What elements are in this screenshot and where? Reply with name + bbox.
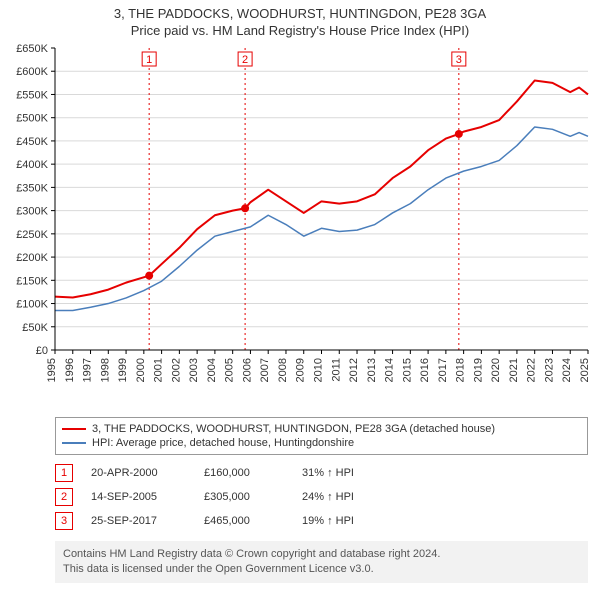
svg-text:2011: 2011 [330, 358, 342, 382]
svg-text:2015: 2015 [401, 358, 413, 382]
svg-text:2024: 2024 [561, 358, 573, 382]
svg-text:1997: 1997 [82, 358, 94, 382]
marker-price: £305,000 [204, 491, 284, 503]
svg-text:2008: 2008 [277, 358, 289, 382]
legend-swatch [62, 428, 86, 430]
svg-text:£100K: £100K [16, 299, 48, 311]
marker-price: £465,000 [204, 515, 284, 527]
chart-subtitle: Price paid vs. HM Land Registry's House … [0, 23, 600, 38]
legend: 3, THE PADDOCKS, WOODHURST, HUNTINGDON, … [55, 417, 588, 455]
svg-text:2018: 2018 [455, 358, 467, 382]
svg-text:2019: 2019 [472, 358, 484, 382]
svg-text:2021: 2021 [508, 358, 520, 382]
legend-item: 3, THE PADDOCKS, WOODHURST, HUNTINGDON, … [62, 422, 581, 436]
svg-text:2004: 2004 [206, 358, 218, 382]
svg-text:2016: 2016 [419, 358, 431, 382]
marker-date: 20-APR-2000 [91, 467, 186, 479]
chart-svg: £0 £50K £100K £150K £200K £250K £300K £350K £400… [0, 40, 600, 410]
marker-delta: 31% ↑ HPI [302, 467, 354, 479]
svg-text:2003: 2003 [188, 358, 200, 382]
svg-text:2001: 2001 [153, 358, 165, 382]
marker-date: 25-SEP-2017 [91, 515, 186, 527]
svg-text:£500K: £500K [16, 113, 48, 125]
svg-text:2007: 2007 [259, 358, 271, 382]
legend-item: HPI: Average price, detached house, Hunt… [62, 436, 581, 450]
svg-text:£550K: £550K [16, 89, 48, 101]
svg-text:£200K: £200K [16, 252, 48, 264]
svg-text:2006: 2006 [241, 358, 253, 382]
marker-table: 1 20-APR-2000 £160,000 31% ↑ HPI 2 14-SEP-200… [55, 461, 588, 533]
marker-badge: 3 [55, 512, 73, 530]
svg-text:2023: 2023 [543, 358, 555, 382]
svg-text:2012: 2012 [348, 358, 360, 382]
svg-text:2000: 2000 [135, 358, 147, 382]
chart-area: £0 £50K £100K £150K £200K £250K £300K £350K £400… [0, 40, 600, 413]
marker-row: 2 14-SEP-2005 £305,000 24% ↑ HPI [55, 485, 588, 509]
footnote-line-2: This data is licensed under the Open Gov… [63, 562, 580, 577]
svg-text:2009: 2009 [295, 358, 307, 382]
svg-text:£650K: £650K [16, 43, 48, 55]
svg-text:£600K: £600K [16, 66, 48, 78]
svg-text:1995: 1995 [46, 358, 58, 382]
footnote: Contains HM Land Registry data © Crown c… [55, 541, 588, 583]
marker-badge: 2 [55, 488, 73, 506]
footnote-line-1: Contains HM Land Registry data © Crown c… [63, 547, 580, 562]
svg-text:1998: 1998 [99, 358, 111, 382]
svg-text:£50K: £50K [22, 322, 48, 334]
svg-text:£250K: £250K [16, 229, 48, 241]
svg-text:1996: 1996 [64, 358, 76, 382]
chart-title: 3, THE PADDOCKS, WOODHURST, HUNTINGDON, … [0, 6, 600, 21]
svg-text:£450K: £450K [16, 136, 48, 148]
svg-text:2014: 2014 [384, 358, 396, 382]
svg-text:2: 2 [242, 54, 248, 66]
svg-text:£0: £0 [36, 345, 48, 357]
marker-date: 14-SEP-2005 [91, 491, 186, 503]
legend-swatch [62, 442, 86, 444]
svg-text:£350K: £350K [16, 182, 48, 194]
svg-text:2017: 2017 [437, 358, 449, 382]
svg-text:2022: 2022 [526, 358, 538, 382]
legend-label: 3, THE PADDOCKS, WOODHURST, HUNTINGDON, … [92, 423, 495, 435]
marker-delta: 19% ↑ HPI [302, 515, 354, 527]
svg-text:2005: 2005 [224, 358, 236, 382]
svg-text:2013: 2013 [366, 358, 378, 382]
marker-row: 1 20-APR-2000 £160,000 31% ↑ HPI [55, 461, 588, 485]
marker-badge: 1 [55, 464, 73, 482]
svg-text:2010: 2010 [313, 358, 325, 382]
svg-text:3: 3 [456, 54, 462, 66]
svg-text:1: 1 [146, 54, 152, 66]
svg-text:2002: 2002 [170, 358, 182, 382]
legend-label: HPI: Average price, detached house, Hunt… [92, 437, 354, 449]
marker-row: 3 25-SEP-2017 £465,000 19% ↑ HPI [55, 509, 588, 533]
marker-price: £160,000 [204, 467, 284, 479]
svg-text:£300K: £300K [16, 206, 48, 218]
chart-header: 3, THE PADDOCKS, WOODHURST, HUNTINGDON, … [0, 0, 600, 40]
marker-delta: 24% ↑ HPI [302, 491, 354, 503]
svg-text:2020: 2020 [490, 358, 502, 382]
svg-text:£400K: £400K [16, 159, 48, 171]
svg-text:1999: 1999 [117, 358, 129, 382]
svg-text:£150K: £150K [16, 275, 48, 287]
svg-text:2025: 2025 [579, 358, 591, 382]
